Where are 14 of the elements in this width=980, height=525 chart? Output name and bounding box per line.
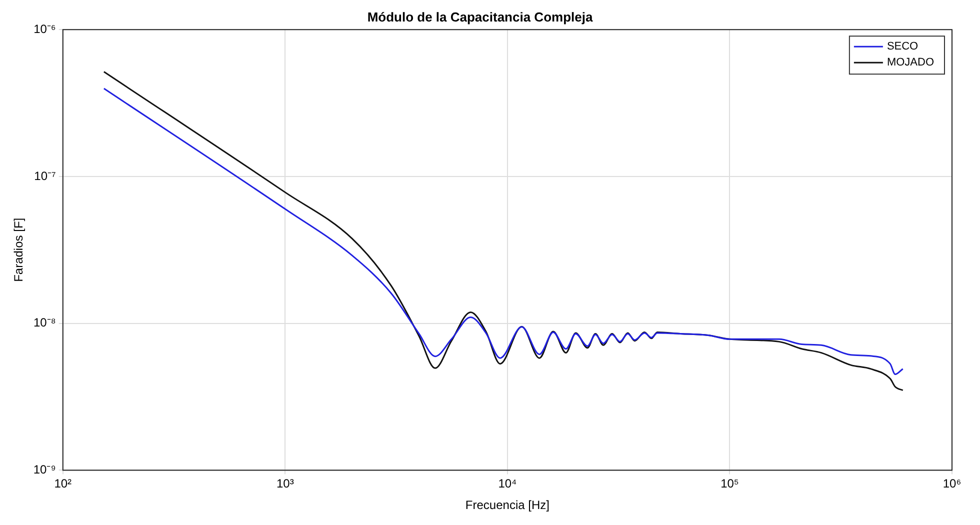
- legend-label: MOJADO: [886, 56, 934, 69]
- y-tick-label: 10⁻⁷: [34, 168, 56, 183]
- y-tick-label: 10⁻⁶: [34, 22, 56, 36]
- y-tick-label: 10⁻⁸: [33, 316, 56, 330]
- x-tick-label: 10⁴: [498, 476, 517, 491]
- chart-title: Módulo de la Capacitancia Compleja: [367, 9, 594, 24]
- y-axis-title: Faradios [F]: [12, 218, 26, 282]
- x-tick-label: 10⁶: [942, 476, 962, 491]
- x-tick-label: 10²: [54, 476, 72, 491]
- y-tick-label: 10⁻⁹: [33, 462, 56, 477]
- legend-label: SECO: [886, 40, 919, 53]
- x-axis-title: Frecuencia [Hz]: [465, 498, 550, 512]
- x-tick-label: 10³: [276, 476, 294, 491]
- x-tick-label: 10⁵: [720, 476, 739, 491]
